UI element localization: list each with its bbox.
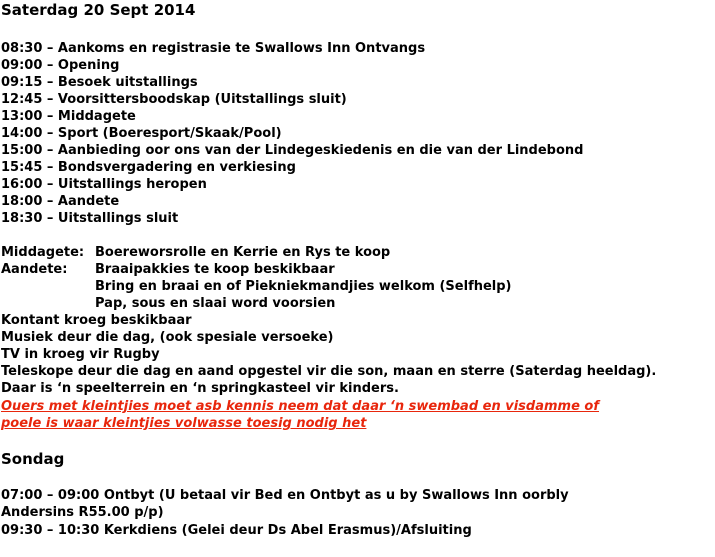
meal-text: Boereworsrolle en Kerrie en Rys te koop (95, 245, 391, 260)
schedule-item: 14:00 – Sport (Boeresport/Skaak/Pool) (1, 126, 282, 141)
schedule-item: 15:45 – Bondsvergadering en verkiesing (1, 160, 296, 175)
meal-text: Braaipakkies te koop beskikbaar (95, 262, 335, 277)
schedule-item: 12:45 – Voorsittersboodskap (Uitstalling… (1, 92, 347, 107)
schedule-item: 07:00 – 09:00 Ontbyt (U betaal vir Bed e… (1, 488, 569, 503)
schedule-item: 18:30 – Uitstallings sluit (1, 211, 179, 226)
meal-row: Middagete: Boereworsrolle en Kerrie en Ry… (1, 244, 390, 261)
note: TV in kroeg vir Rugby (1, 347, 160, 362)
day-heading: Saterdag 20 Sept 2014 (1, 1, 196, 19)
note: Kontant kroeg beskikbaar (1, 313, 192, 328)
schedule-item: 15:00 – Aanbieding oor ons van der Linde… (1, 143, 584, 158)
day-heading: Sondag (1, 450, 65, 468)
schedule-item: Andersins R55.00 p/p) (1, 505, 164, 520)
schedule-item: 13:00 – Middagete (1, 109, 136, 124)
note: Daar is ‘n speelterrein en ‘n springkast… (1, 381, 399, 396)
meal-label: Aandete: (1, 262, 68, 277)
warning: poele is waar kleintjies volwasse toesig… (1, 416, 367, 431)
schedule-item: 08:30 – Aankoms en registrasie te Swallo… (1, 41, 426, 56)
meal-text: Bring en braai en of Piekniekmandjies we… (95, 279, 512, 294)
schedule-item: 09:15 – Besoek uitstallings (1, 75, 198, 90)
note: Teleskope deur die dag en aand opgestel … (1, 364, 657, 379)
note: Musiek deur die dag, (ook spesiale verso… (1, 330, 334, 345)
meal-label: Middagete: (1, 245, 85, 260)
schedule-item: 09:30 – 10:30 Kerkdiens (Gelei deur Ds A… (1, 523, 472, 538)
schedule-item: 18:00 – Aandete (1, 194, 120, 209)
schedule-item: 09:00 – Opening (1, 58, 120, 73)
meal-text: Pap, sous en slaai word voorsien (95, 296, 336, 311)
warning: Ouers met kleintjies moet asb kennis nee… (1, 399, 600, 414)
schedule-item: 16:00 – Uitstallings heropen (1, 177, 207, 192)
meal-row: Aandete: Braaipakkies te koop beskikbaar (1, 261, 335, 278)
